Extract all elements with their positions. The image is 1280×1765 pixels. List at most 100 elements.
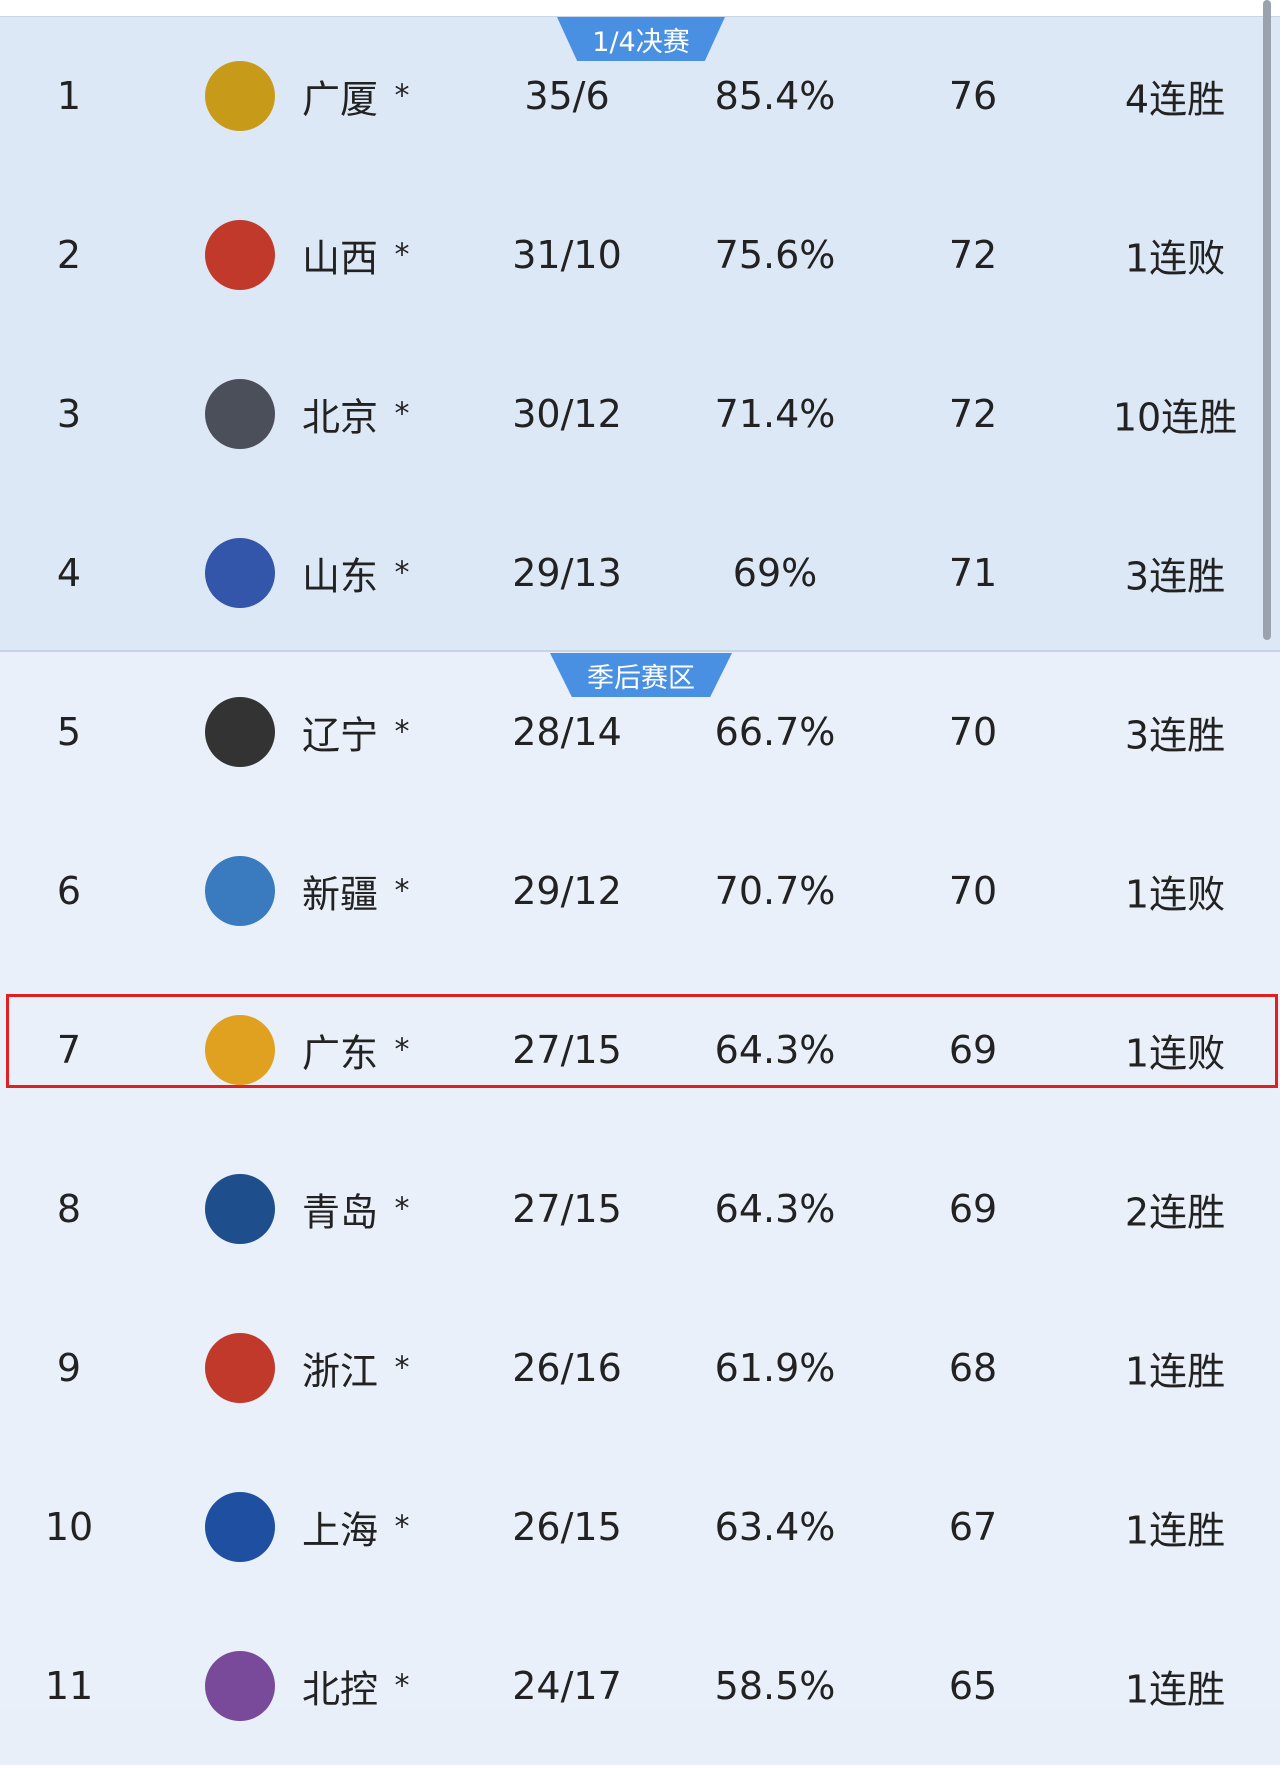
star-mark: * xyxy=(394,555,410,590)
table-row[interactable]: 4 山东 * 29/13 69% 71 3连胜 xyxy=(0,493,1280,652)
points-cell: 68 xyxy=(948,1345,998,1390)
table-row[interactable]: 8 青岛 * 27/15 64.3% 69 2连胜 xyxy=(0,1129,1280,1288)
record-cell: 29/13 xyxy=(512,550,622,595)
rank-cell: 7 xyxy=(56,1027,82,1072)
rank-cell: 4 xyxy=(56,550,82,595)
star-mark: * xyxy=(394,78,410,113)
table-row[interactable]: 3 北京 * 30/12 71.4% 72 10连胜 xyxy=(0,334,1280,493)
record-cell: 26/15 xyxy=(512,1504,622,1549)
points-cell: 70 xyxy=(948,709,998,754)
quarterfinal-badge: 1/4决赛 xyxy=(557,17,725,61)
table-row[interactable]: 7 广东 * 27/15 64.3% 69 1连败 xyxy=(0,970,1280,1129)
team-logo-icon xyxy=(205,219,275,290)
record-cell: 28/14 xyxy=(512,709,622,754)
team-logo-icon xyxy=(205,1173,275,1244)
quarterfinal-zone xyxy=(0,17,1280,652)
rank-cell: 11 xyxy=(44,1663,94,1708)
points-cell: 65 xyxy=(948,1663,998,1708)
win-pct-cell: 75.6% xyxy=(714,232,836,277)
star-mark: * xyxy=(394,237,410,272)
team-name: 辽宁 xyxy=(302,713,379,757)
team-logo-icon xyxy=(205,378,275,449)
win-pct-cell: 66.7% xyxy=(714,709,836,754)
points-cell: 71 xyxy=(948,550,998,595)
team-logo-icon xyxy=(205,696,275,767)
streak-cell: 1连胜 xyxy=(1124,1667,1226,1711)
rank-cell: 1 xyxy=(56,73,82,118)
win-pct-cell: 64.3% xyxy=(714,1186,836,1231)
team-name: 广厦 xyxy=(302,77,379,121)
win-pct-cell: 61.9% xyxy=(714,1345,836,1390)
streak-cell: 3连胜 xyxy=(1124,713,1226,757)
star-mark: * xyxy=(394,1668,410,1703)
streak-cell: 1连败 xyxy=(1124,872,1226,916)
team-name: 新疆 xyxy=(302,872,379,916)
team-name: 北控 xyxy=(302,1667,379,1711)
star-mark: * xyxy=(394,1350,410,1385)
streak-cell: 4连胜 xyxy=(1124,77,1226,121)
points-cell: 67 xyxy=(948,1504,998,1549)
team-logo-icon xyxy=(205,1491,275,1562)
rank-cell: 3 xyxy=(56,391,82,436)
table-row[interactable]: 9 浙江 * 26/16 61.9% 68 1连胜 xyxy=(0,1288,1280,1447)
record-cell: 24/17 xyxy=(512,1663,622,1708)
table-row[interactable]: 11 北控 * 24/17 58.5% 65 1连胜 xyxy=(0,1606,1280,1765)
highlight-box xyxy=(6,994,1278,1088)
record-cell: 30/12 xyxy=(512,391,622,436)
record-cell: 27/15 xyxy=(512,1027,622,1072)
scrollbar[interactable] xyxy=(1263,0,1271,640)
team-name: 上海 xyxy=(302,1508,379,1552)
streak-cell: 1连败 xyxy=(1124,236,1226,280)
team-logo-icon xyxy=(205,1014,275,1085)
top-strip xyxy=(0,0,1280,17)
team-name: 山东 xyxy=(302,554,379,598)
team-name: 浙江 xyxy=(302,1349,379,1393)
table-row[interactable]: 5 辽宁 * 28/14 66.7% 70 3连胜 xyxy=(0,652,1280,811)
rank-cell: 5 xyxy=(56,709,82,754)
record-cell: 27/15 xyxy=(512,1186,622,1231)
points-cell: 72 xyxy=(948,232,998,277)
record-cell: 26/16 xyxy=(512,1345,622,1390)
points-cell: 76 xyxy=(948,73,998,118)
streak-cell: 10连胜 xyxy=(1112,395,1238,439)
win-pct-cell: 69% xyxy=(732,550,818,595)
table-row[interactable]: 6 新疆 * 29/12 70.7% 70 1连败 xyxy=(0,811,1280,970)
win-pct-cell: 70.7% xyxy=(714,868,836,913)
team-logo-icon xyxy=(205,855,275,926)
win-pct-cell: 58.5% xyxy=(714,1663,836,1708)
team-logo-icon xyxy=(205,1332,275,1403)
star-mark: * xyxy=(394,714,410,749)
streak-cell: 3连胜 xyxy=(1124,554,1226,598)
rank-cell: 8 xyxy=(56,1186,82,1231)
team-name: 青岛 xyxy=(302,1190,379,1234)
points-cell: 69 xyxy=(948,1186,998,1231)
team-logo-icon xyxy=(205,537,275,608)
table-row[interactable]: 10 上海 * 26/15 63.4% 67 1连胜 xyxy=(0,1447,1280,1606)
table-row[interactable]: 2 山西 * 31/10 75.6% 72 1连败 xyxy=(0,175,1280,334)
rank-cell: 2 xyxy=(56,232,82,277)
points-cell: 72 xyxy=(948,391,998,436)
playoff-badge: 季后赛区 xyxy=(550,653,732,697)
points-cell: 70 xyxy=(948,868,998,913)
streak-cell: 1连败 xyxy=(1124,1031,1226,1075)
win-pct-cell: 63.4% xyxy=(714,1504,836,1549)
team-name: 山西 xyxy=(302,236,379,280)
star-mark: * xyxy=(394,1032,410,1067)
record-cell: 31/10 xyxy=(512,232,622,277)
record-cell: 35/6 xyxy=(524,73,610,118)
win-pct-cell: 85.4% xyxy=(714,73,836,118)
streak-cell: 1连胜 xyxy=(1124,1349,1226,1393)
record-cell: 29/12 xyxy=(512,868,622,913)
rank-cell: 10 xyxy=(44,1504,94,1549)
table-row[interactable]: 1 广厦 * 35/6 85.4% 76 4连胜 xyxy=(0,16,1280,175)
star-mark: * xyxy=(394,396,410,431)
streak-cell: 2连胜 xyxy=(1124,1190,1226,1234)
team-name: 北京 xyxy=(302,395,379,439)
star-mark: * xyxy=(394,1509,410,1544)
rank-cell: 6 xyxy=(56,868,82,913)
team-name: 广东 xyxy=(302,1031,379,1075)
win-pct-cell: 71.4% xyxy=(714,391,836,436)
team-logo-icon xyxy=(205,1650,275,1721)
star-mark: * xyxy=(394,873,410,908)
star-mark: * xyxy=(394,1191,410,1226)
